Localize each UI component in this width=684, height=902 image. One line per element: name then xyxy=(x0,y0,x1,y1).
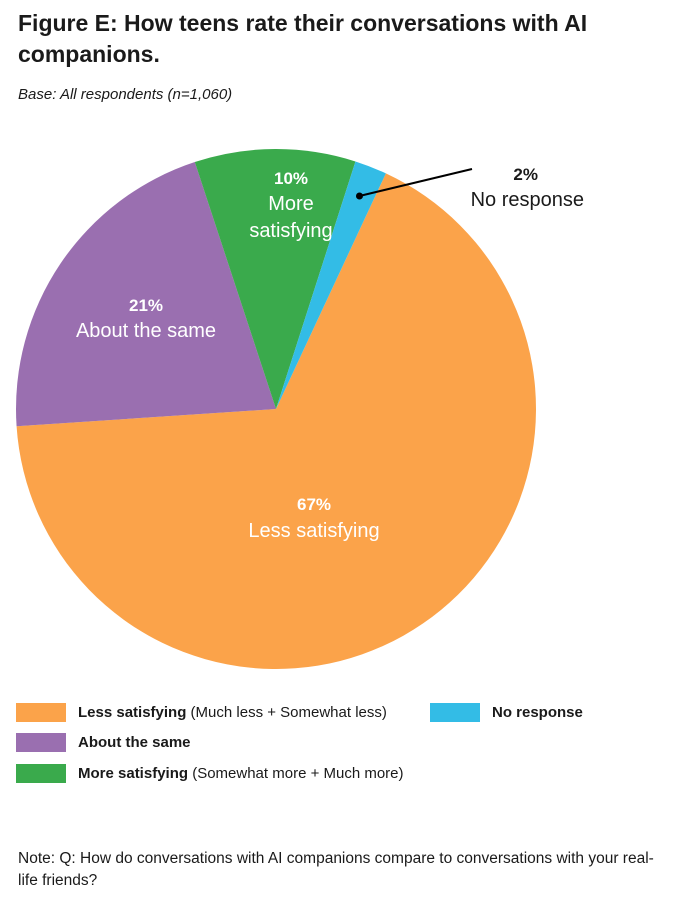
data-label-pct-less-satisfying: 67% xyxy=(297,495,331,514)
data-label-no-response: No response xyxy=(471,189,584,211)
data-label-pct-no-response: 2% xyxy=(513,165,538,184)
legend-item-about-the-same: About the same xyxy=(16,733,191,752)
legend-detail-more-satisfying: (Somewhat more + Much more) xyxy=(188,765,404,782)
pie-slice-no-response xyxy=(276,161,386,409)
leader-dot-no-response xyxy=(355,192,363,200)
footnote: Note: Q: How do conversations with AI co… xyxy=(18,850,654,889)
data-label-more-satisfying-line1: More xyxy=(268,193,314,215)
legend-label-no-response: No response xyxy=(492,704,583,721)
legend-swatch-less-satisfying xyxy=(16,703,66,722)
pie-slice-more-satisfying xyxy=(194,149,356,409)
data-label-more-satisfying-line2: satisfying xyxy=(249,220,332,242)
pie-chart: 67% Less satisfying 21% About the same 10% Mo… xyxy=(15,149,584,670)
legend-item-less-satisfying: Less satisfying (Much less + Somewhat le… xyxy=(16,703,387,722)
legend-swatch-no-response xyxy=(430,703,480,722)
data-label-less-satisfying: Less satisfying xyxy=(248,520,379,542)
legend-swatch-more-satisfying xyxy=(16,764,66,783)
legend-label-less-satisfying: Less satisfying xyxy=(78,704,187,721)
leader-line-no-response xyxy=(359,168,473,197)
legend-swatch-about-the-same xyxy=(16,733,66,752)
data-label-pct-about-the-same: 21% xyxy=(129,296,163,315)
pie-slice-about-the-same xyxy=(15,162,276,427)
chart-title: Figure E: How teens rate their conversat… xyxy=(18,10,588,67)
chart-base-note: Base: All respondents (n=1,060) xyxy=(18,86,233,103)
legend-item-no-response: No response xyxy=(430,703,583,722)
legend-detail-less-satisfying: (Much less + Somewhat less) xyxy=(186,704,387,721)
pie-slice-less-satisfying xyxy=(16,173,537,670)
legend-item-more-satisfying: More satisfying (Somewhat more + Much mo… xyxy=(16,764,404,783)
legend-label-more-satisfying: More satisfying xyxy=(78,765,189,782)
data-label-about-the-same: About the same xyxy=(76,320,216,342)
data-label-pct-more-satisfying: 10% xyxy=(274,169,308,188)
legend-label-about-the-same: About the same xyxy=(78,734,191,751)
